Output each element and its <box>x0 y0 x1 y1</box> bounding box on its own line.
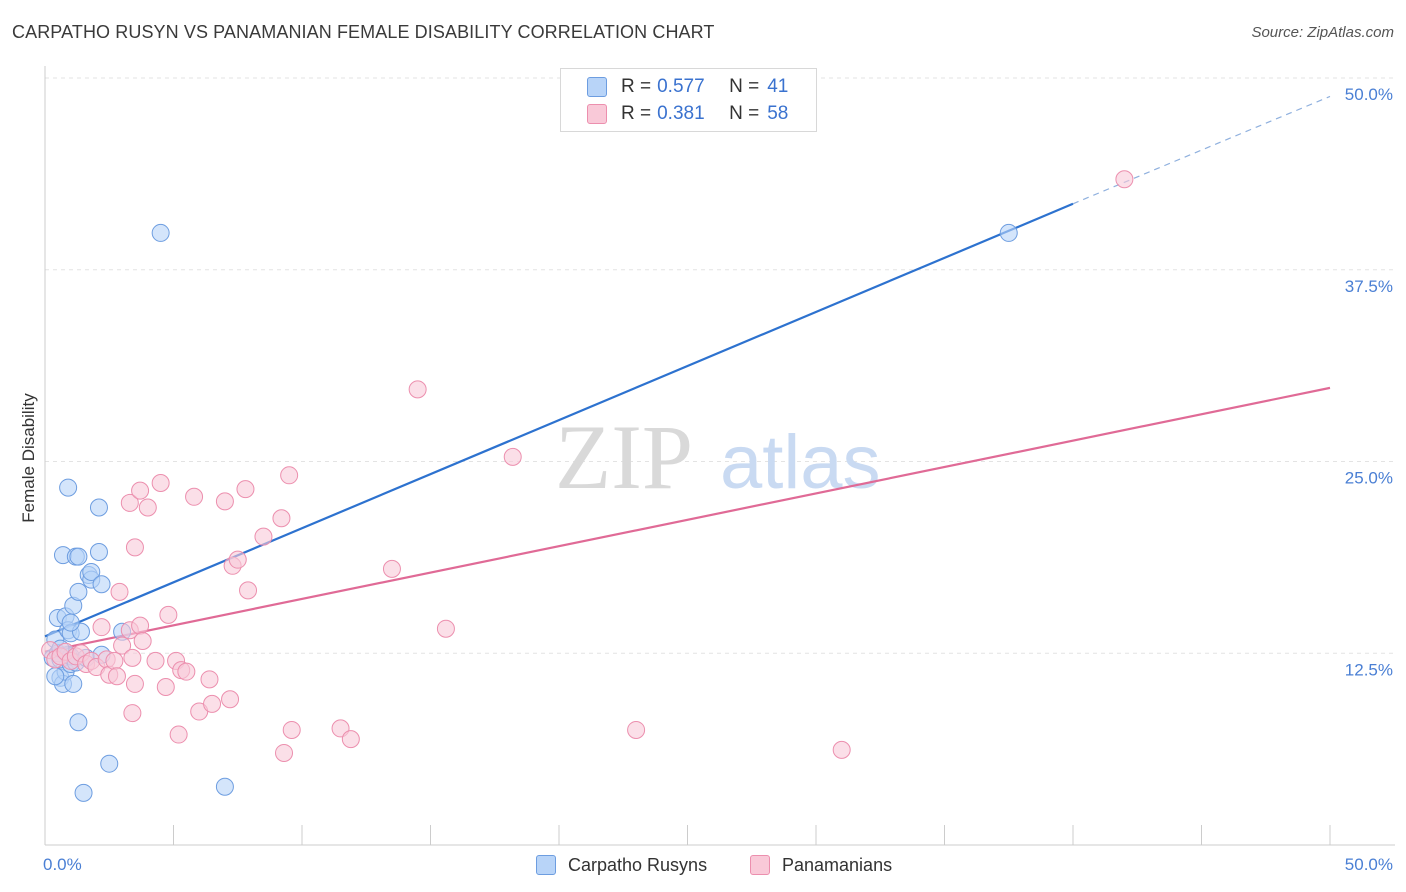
data-point <box>120 493 139 512</box>
legend-swatch-blue <box>536 855 556 875</box>
data-point <box>254 527 273 546</box>
data-point <box>151 223 170 242</box>
data-point <box>215 777 234 796</box>
data-point <box>69 582 88 601</box>
trend-line-extension <box>1072 95 1331 205</box>
legend-row-panamanian: R = 0.381 N = 58 <box>587 102 788 126</box>
data-point <box>239 581 258 600</box>
data-point <box>100 754 119 773</box>
data-point <box>46 667 65 686</box>
legend-row-carpatho: R = 0.577 N = 41 <box>587 75 788 99</box>
legend-swatch-pink <box>750 855 770 875</box>
data-point <box>1115 170 1134 189</box>
data-point <box>999 223 1018 242</box>
data-point <box>89 543 108 562</box>
data-point <box>228 550 247 569</box>
data-point <box>185 487 204 506</box>
legend-n-value: 41 <box>767 76 789 97</box>
data-point <box>107 667 126 686</box>
data-point <box>69 547 88 566</box>
trend-line <box>44 386 1331 653</box>
data-point <box>275 743 294 762</box>
data-point <box>131 481 150 500</box>
axes <box>44 66 1395 846</box>
data-point <box>832 740 851 759</box>
data-point <box>131 616 150 635</box>
y-axis-label: Female Disability <box>19 393 38 523</box>
data-point <box>156 677 175 696</box>
data-point <box>221 690 240 709</box>
data-point <box>138 498 157 517</box>
data-point <box>64 674 83 693</box>
trend-line <box>44 202 1074 638</box>
chart-title: CARPATHO RUSYN VS PANAMANIAN FEMALE DISA… <box>12 22 715 42</box>
legend-n-key: N = <box>729 76 760 97</box>
data-point <box>282 720 301 739</box>
data-points <box>41 170 1134 802</box>
watermark-zip: ZIP <box>555 406 693 508</box>
legend-r-value: 0.381 <box>657 103 705 124</box>
data-point <box>169 725 188 744</box>
data-point <box>177 662 196 681</box>
data-point <box>59 478 78 497</box>
data-point <box>146 651 165 670</box>
legend-swatch-blue <box>587 77 607 97</box>
data-point <box>123 648 142 667</box>
data-point <box>203 694 222 713</box>
data-point <box>123 704 142 723</box>
legend-n-key: N = <box>729 103 760 124</box>
legend-r-key: R = <box>621 103 652 124</box>
data-point <box>151 473 170 492</box>
y-tick-label: 25.0% <box>1345 469 1393 488</box>
data-point <box>341 730 360 749</box>
data-point <box>272 509 291 528</box>
tick-labels: 12.5% 25.0% 37.5% 50.0% 0.0% 50.0% <box>43 85 1393 874</box>
bottom-legend-carpatho: Carpatho Rusyns <box>536 852 707 878</box>
watermark-atlas: atlas <box>720 420 881 505</box>
data-point <box>627 720 646 739</box>
legend-swatch-pink <box>587 104 607 124</box>
data-point <box>236 480 255 499</box>
y-tick-label: 12.5% <box>1345 660 1393 679</box>
trend-lines <box>44 95 1331 653</box>
legend-r-key: R = <box>621 76 652 97</box>
data-point <box>74 783 93 802</box>
legend-r-value: 0.577 <box>657 76 705 97</box>
y-tick-label: 50.0% <box>1345 85 1393 104</box>
watermark: ZIP atlas <box>555 406 881 508</box>
data-point <box>92 575 111 594</box>
data-point <box>61 613 80 632</box>
data-point <box>110 582 129 601</box>
y-tick-label: 37.5% <box>1345 277 1393 296</box>
data-point <box>159 605 178 624</box>
x-tick-label: 0.0% <box>43 855 82 874</box>
data-point <box>503 447 522 466</box>
data-point <box>89 498 108 517</box>
data-point <box>92 618 111 637</box>
data-point <box>105 651 124 670</box>
data-point <box>113 636 132 655</box>
data-point <box>200 670 219 689</box>
x-tick-label: 50.0% <box>1345 855 1393 874</box>
legend-label: Carpatho Rusyns <box>568 854 708 875</box>
data-point <box>82 562 101 581</box>
data-point <box>215 492 234 511</box>
data-point <box>408 380 427 399</box>
data-point <box>436 619 455 638</box>
legend-label: Panamanians <box>782 854 893 875</box>
data-point <box>69 713 88 732</box>
data-point <box>125 538 144 557</box>
data-point <box>280 466 299 485</box>
data-point <box>125 674 144 693</box>
stats-legend: R = 0.577 N = 41 R = 0.381 N = 58 <box>560 68 817 132</box>
legend-n-value: 58 <box>767 103 789 124</box>
data-point <box>382 559 401 578</box>
grid-lines <box>45 77 1395 654</box>
bottom-legend-panamanian: Panamanians <box>750 852 892 878</box>
chart-source: Source: ZipAtlas.com <box>1251 24 1394 41</box>
data-point <box>133 631 152 650</box>
